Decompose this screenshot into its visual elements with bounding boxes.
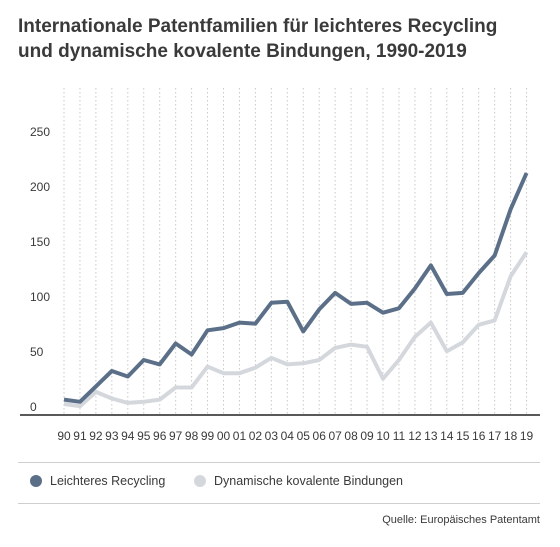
legend-label-recycling: Leichteres Recycling	[50, 474, 165, 488]
x-tick-label-10: 10	[376, 429, 390, 443]
series-line-recycling	[64, 173, 527, 402]
legend-item-bindungen: Dynamische kovalente Bindungen	[194, 474, 403, 488]
y-tick-label-200: 200	[30, 180, 50, 194]
x-tick-label-03: 03	[265, 429, 279, 443]
x-tick-label-16: 16	[472, 429, 486, 443]
x-tick-label-91: 91	[73, 429, 87, 443]
x-tick-label-97: 97	[169, 429, 183, 443]
x-tick-label-98: 98	[185, 429, 199, 443]
x-tick-label-95: 95	[137, 429, 151, 443]
x-tick-label-90: 90	[57, 429, 71, 443]
legend-label-bindungen: Dynamische kovalente Bindungen	[214, 474, 403, 488]
x-tick-label-17: 17	[488, 429, 502, 443]
x-tick-label-05: 05	[297, 429, 311, 443]
x-tick-label-19: 19	[520, 429, 534, 443]
x-tick-label-99: 99	[201, 429, 215, 443]
y-tick-label-100: 100	[30, 290, 50, 304]
x-tick-label-08: 08	[344, 429, 358, 443]
x-tick-label-92: 92	[89, 429, 103, 443]
x-tick-label-13: 13	[424, 429, 438, 443]
series-line-bindungen	[64, 252, 527, 406]
legend-item-recycling: Leichteres Recycling	[30, 474, 165, 488]
y-tick-label-50: 50	[30, 345, 44, 359]
x-tick-label-94: 94	[121, 429, 135, 443]
legend: Leichteres Recycling Dynamische kovalent…	[18, 462, 540, 504]
x-tick-label-06: 06	[313, 429, 327, 443]
x-tick-label-00: 00	[217, 429, 231, 443]
x-tick-label-15: 15	[456, 429, 470, 443]
x-tick-label-07: 07	[328, 429, 342, 443]
y-tick-label-250: 250	[30, 125, 50, 139]
x-tick-label-04: 04	[281, 429, 295, 443]
x-tick-label-14: 14	[440, 429, 454, 443]
x-tick-label-12: 12	[408, 429, 422, 443]
x-tick-label-93: 93	[105, 429, 119, 443]
x-tick-label-18: 18	[504, 429, 518, 443]
legend-swatch-recycling	[30, 475, 42, 487]
y-tick-label-150: 150	[30, 235, 50, 249]
y-tick-label-0: 0	[30, 400, 37, 414]
x-tick-label-01: 01	[233, 429, 247, 443]
x-tick-label-96: 96	[153, 429, 167, 443]
source-note: Quelle: Europäisches Patentamt	[382, 514, 540, 526]
x-tick-label-11: 11	[393, 429, 406, 443]
x-tick-label-09: 09	[360, 429, 374, 443]
legend-swatch-bindungen	[194, 475, 206, 487]
x-tick-label-02: 02	[249, 429, 263, 443]
